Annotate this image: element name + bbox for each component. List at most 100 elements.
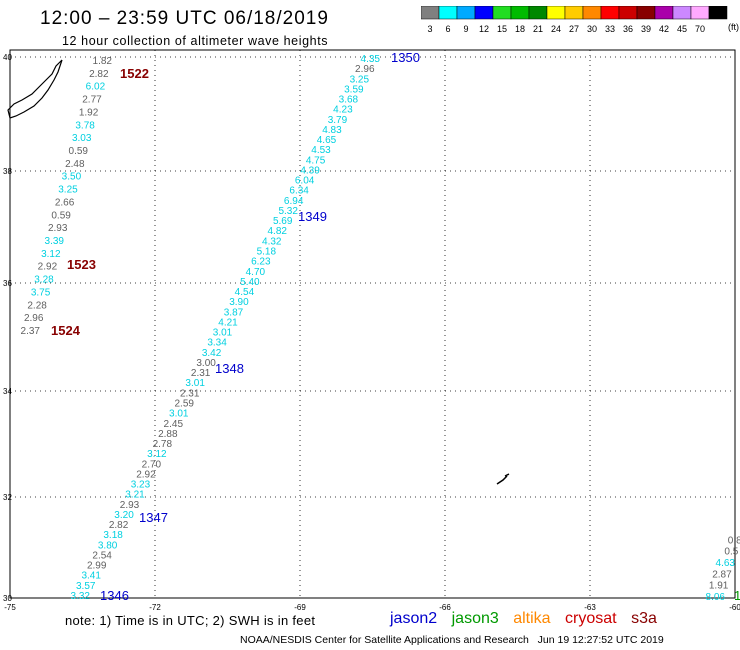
swh-value-label: 2.59: [174, 398, 194, 409]
swh-value-label: 2.92: [38, 262, 58, 273]
swh-value-label: 3.01: [185, 378, 205, 389]
swh-value-label: 3.50: [62, 172, 82, 183]
swh-value-label: 3.79: [328, 115, 348, 126]
swh-value-label: 4.32: [262, 236, 282, 247]
swh-value-label: 3.75: [31, 287, 51, 298]
swh-value-label: 2.96: [24, 313, 44, 324]
swh-value-label: 3.87: [224, 307, 244, 318]
colorbar-legend: 3 6 9 12 15 18 21 24 27 30 33 36 39 42 45 70: [421, 6, 728, 34]
legend-s3a: s3a: [631, 610, 657, 627]
credit-line: NOAA/NESDIS Center for Satellite Applica…: [240, 634, 664, 646]
colorbar-tick-label: 18: [515, 24, 525, 34]
colorbar-tick-label: 15: [497, 24, 507, 34]
map-frame: [9, 49, 736, 599]
swh-value-label: 4.21: [218, 317, 238, 328]
swh-value-label: 2.93: [48, 223, 68, 234]
swh-value-label: 3.57: [76, 581, 96, 592]
swh-value-label: 4.83: [322, 125, 342, 136]
colorbar-tick-label: 33: [605, 24, 615, 34]
swh-value-label: 5.32: [278, 206, 298, 217]
swh-value-label: 4.39: [300, 165, 320, 176]
swh-value-label: 2.66: [55, 197, 75, 208]
longitude-tick-label: -75: [4, 603, 16, 612]
colorbar-unit: (ft): [728, 22, 739, 32]
pass-number-label: 1347: [139, 510, 168, 525]
latitude-tick-label: 38: [3, 167, 12, 176]
longitude-tick-label: -60: [729, 603, 740, 612]
swh-value-label: 4.75: [306, 155, 326, 166]
colorbar-tick-label: 3: [427, 24, 432, 34]
legend-jason3: jason3: [451, 610, 499, 627]
colorbar-tick-label: 12: [479, 24, 489, 34]
swh-value-label: 3.68: [339, 95, 359, 106]
swh-value-label: 3.20: [114, 510, 134, 521]
pass-number-label: 1346: [100, 588, 129, 603]
longitude-tick-label: -66: [439, 603, 451, 612]
footnote: note: 1) Time is in UTC; 2) SWH is in fe…: [65, 613, 316, 628]
pass-number-label: 1522: [120, 66, 149, 81]
colorbar-tick-label: 27: [569, 24, 579, 34]
swh-value-label: 3.34: [207, 338, 227, 349]
map-subtitle: 12 hour collection of altimeter wave hei…: [62, 34, 329, 48]
swh-value-label: 3.03: [72, 133, 92, 144]
latitude-tick-label: 34: [3, 387, 12, 396]
swh-value-label: 3.42: [202, 348, 222, 359]
colorbar-tick-label: 21: [533, 24, 543, 34]
swh-value-label: 2.88: [158, 429, 178, 440]
longitude-tick-label: -72: [149, 603, 161, 612]
colorbar-tick-label: 24: [551, 24, 561, 34]
altimeter-map: 40 38 36 34 32 30-75 -72 -69 -66 -63 -60 1.82 2.82 6.…: [3, 49, 740, 612]
swh-value-label: 3.21: [125, 490, 145, 501]
swh-value-label: 2.31: [191, 368, 211, 379]
swh-value-label: 3.32: [71, 591, 91, 602]
island: [496, 473, 510, 485]
swh-value-label: 2.70: [142, 459, 162, 470]
swh-value-label: 2.92: [136, 469, 156, 480]
swh-value-label: 4.70: [246, 267, 266, 278]
swh-value-label: 0.5: [724, 547, 738, 558]
colorbar-swatch: [708, 6, 728, 20]
swh-value-label: 2.54: [92, 550, 112, 561]
swh-value-label: 0.59: [51, 210, 71, 221]
swh-value-label: 4.35: [361, 54, 381, 65]
swh-value-label: 2.96: [355, 64, 375, 75]
colorbar-tick-label: 39: [641, 24, 651, 34]
colorbar-tick-label: 42: [659, 24, 669, 34]
swh-value-label: 6.23: [251, 257, 271, 268]
swh-value-label: 4.65: [317, 135, 337, 146]
swh-value-label: 2.45: [164, 419, 184, 430]
colorbar-tick-label: 6: [445, 24, 450, 34]
latitude-tick-label: 30: [3, 594, 12, 603]
swh-value-label: 3.00: [196, 358, 216, 369]
swh-value-label: 2.31: [180, 388, 200, 399]
legend-jason2: jason2: [390, 610, 438, 627]
swh-value-label: 1.91: [709, 581, 729, 592]
pass-number-label: 1523: [67, 257, 96, 272]
latitude-tick-label: 40: [3, 53, 12, 62]
swh-value-label: 6.34: [289, 186, 309, 197]
swh-value-label: 3.90: [229, 297, 249, 308]
swh-value-label: 5.40: [240, 277, 260, 288]
latitude-tick-label: 32: [3, 493, 12, 502]
swh-value-label: 4.23: [333, 105, 353, 116]
legend-altika: altika: [513, 610, 551, 627]
longitude-tick-label: -63: [584, 603, 596, 612]
swh-value-label: 2.99: [87, 561, 107, 572]
swh-value-label: 3.23: [131, 480, 151, 491]
swh-value-label: 3.80: [98, 540, 118, 551]
swh-value-label: 3.25: [58, 185, 78, 196]
swh-value-label: 0.59: [69, 146, 89, 157]
longitude-tick-label: -69: [294, 603, 306, 612]
swh-value-label: 3.78: [75, 120, 95, 131]
swh-value-label: 4.54: [235, 287, 255, 298]
swh-value-label: 6.04: [295, 176, 315, 187]
colorbar-tick-label: 9: [463, 24, 468, 34]
pass-number-label: 1349: [298, 209, 327, 224]
swh-value-label: 2.78: [153, 439, 173, 450]
pass-number-label: 1348: [215, 361, 244, 376]
swh-value-label: 3.01: [213, 328, 233, 339]
swh-value-label: 2.77: [82, 95, 102, 106]
swh-value-label: 5.69: [273, 216, 293, 227]
swh-value-label: 2.87: [712, 569, 732, 580]
swh-value-label: 4.63: [716, 558, 736, 569]
